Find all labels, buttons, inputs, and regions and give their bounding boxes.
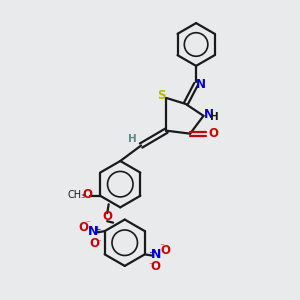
Text: O: O [90, 236, 100, 250]
Text: N: N [196, 77, 206, 91]
Text: N: N [204, 108, 214, 121]
Text: +: + [94, 225, 101, 234]
Text: ⁻: ⁻ [148, 262, 153, 271]
Text: H: H [128, 134, 137, 144]
Text: O: O [102, 210, 112, 223]
Text: CH₃: CH₃ [68, 190, 85, 200]
Text: N: N [88, 225, 99, 238]
Text: N: N [151, 248, 161, 261]
Text: ⁻: ⁻ [85, 219, 90, 228]
Text: O: O [79, 221, 89, 234]
Text: O: O [150, 260, 160, 273]
Text: O: O [82, 188, 92, 201]
Text: O: O [160, 244, 171, 257]
Text: ⁻: ⁻ [96, 238, 101, 247]
Text: ⁻: ⁻ [159, 242, 164, 251]
Text: O: O [208, 127, 218, 140]
Text: S: S [157, 89, 166, 102]
Text: H: H [210, 112, 219, 122]
Text: +: + [148, 248, 156, 257]
